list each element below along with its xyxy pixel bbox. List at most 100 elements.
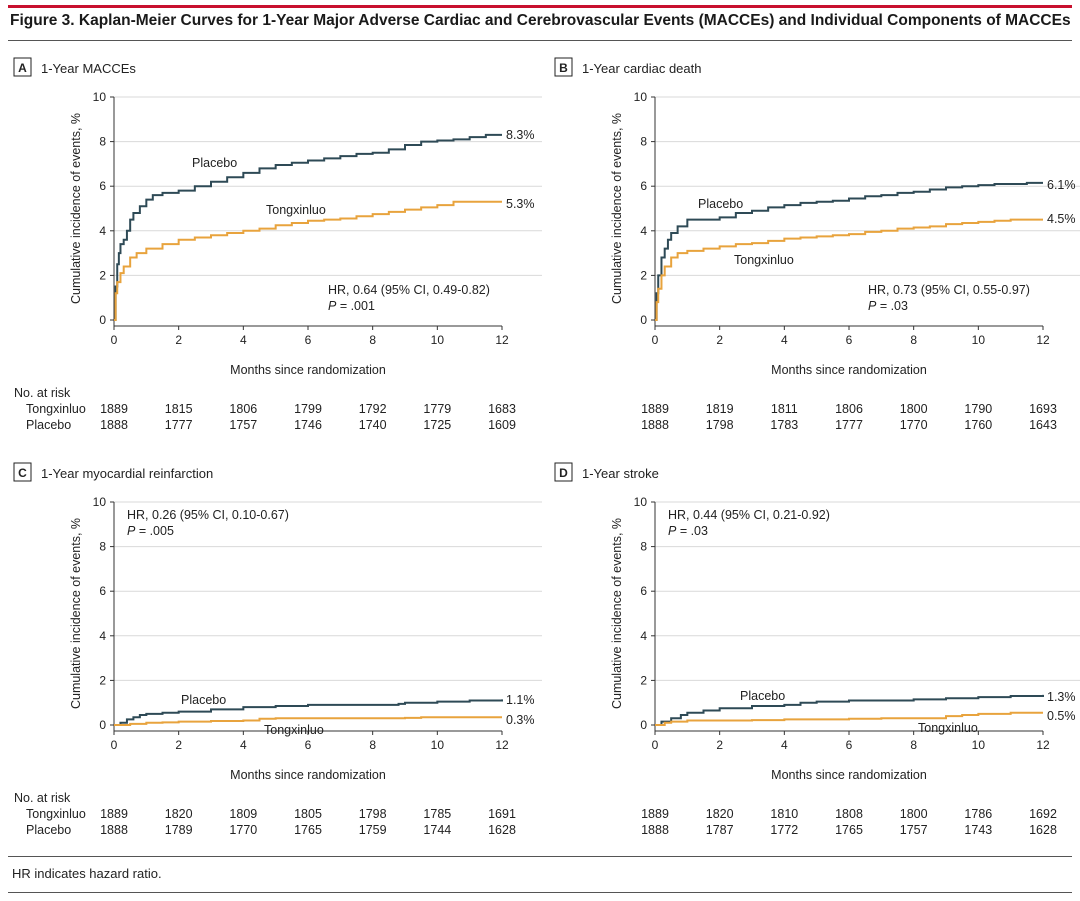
risk-value: 1770 bbox=[229, 823, 257, 837]
risk-value: 1757 bbox=[900, 823, 928, 837]
risk-value: 1760 bbox=[964, 418, 992, 432]
x-tick-label: 0 bbox=[652, 738, 659, 752]
risk-value: 1725 bbox=[423, 418, 451, 432]
x-tick-label: 12 bbox=[1036, 333, 1050, 347]
y-tick-label: 10 bbox=[93, 90, 107, 104]
footnote-rule-bottom bbox=[8, 892, 1072, 893]
risk-value: 1889 bbox=[641, 807, 669, 821]
x-tick-label: 6 bbox=[846, 738, 853, 752]
hr-annotation: HR, 0.26 (95% CI, 0.10-0.67) bbox=[127, 508, 289, 522]
risk-value: 1889 bbox=[641, 402, 669, 416]
p-value-annotation: P = .005 bbox=[127, 524, 174, 538]
x-tick-label: 2 bbox=[175, 333, 182, 347]
x-tick-label: 12 bbox=[495, 738, 509, 752]
risk-value: 1798 bbox=[706, 418, 734, 432]
curve-label-placebo: Placebo bbox=[192, 156, 237, 170]
y-tick-label: 2 bbox=[99, 268, 106, 282]
end-label-placebo: 1.1% bbox=[506, 693, 535, 707]
x-tick-label: 0 bbox=[652, 333, 659, 347]
curve-label-placebo: Placebo bbox=[698, 197, 743, 211]
series-line-placebo bbox=[655, 694, 1044, 726]
risk-value: 1888 bbox=[100, 823, 128, 837]
risk-value: 1693 bbox=[1029, 402, 1057, 416]
risk-value: 1777 bbox=[835, 418, 863, 432]
risk-value: 1815 bbox=[165, 402, 193, 416]
hr-annotation: HR, 0.73 (95% CI, 0.55-0.97) bbox=[868, 283, 1030, 297]
panel-title: 1-Year MACCEs bbox=[41, 61, 136, 76]
x-axis-label: Months since randomization bbox=[230, 768, 386, 782]
y-tick-label: 4 bbox=[99, 224, 106, 238]
x-tick-label: 10 bbox=[972, 738, 986, 752]
x-tick-label: 0 bbox=[111, 738, 118, 752]
title-rule bbox=[8, 40, 1072, 41]
risk-value: 1811 bbox=[771, 402, 798, 416]
risk-row-name: Placebo bbox=[26, 418, 71, 432]
panel-letter-box bbox=[554, 462, 573, 482]
x-tick-label: 2 bbox=[716, 738, 723, 752]
risk-value: 1805 bbox=[294, 807, 322, 821]
risk-value: 1744 bbox=[423, 823, 451, 837]
risk-value: 1746 bbox=[294, 418, 322, 432]
x-tick-label: 6 bbox=[305, 738, 312, 752]
end-label-tongxinluo: 0.3% bbox=[506, 713, 535, 727]
risk-value: 1790 bbox=[964, 402, 992, 416]
risk-value: 1809 bbox=[229, 807, 257, 821]
risk-value: 1779 bbox=[423, 402, 451, 416]
x-tick-label: 4 bbox=[240, 738, 247, 752]
x-axis-label: Months since randomization bbox=[771, 363, 927, 377]
x-tick-label: 10 bbox=[431, 738, 445, 752]
series-line-placebo bbox=[114, 133, 502, 321]
risk-value: 1609 bbox=[488, 418, 516, 432]
risk-value: 1888 bbox=[100, 418, 128, 432]
chart-panel-c: C 1-Year myocardial reinfarction 0 2 4 6 8 10 0 2… bbox=[13, 462, 542, 837]
x-tick-label: 2 bbox=[175, 738, 182, 752]
risk-value: 1765 bbox=[835, 823, 863, 837]
risk-value: 1806 bbox=[835, 402, 863, 416]
risk-value: 1770 bbox=[900, 418, 928, 432]
risk-value: 1792 bbox=[359, 402, 387, 416]
y-axis-label: Cumulative incidence of events, % bbox=[69, 113, 83, 304]
end-label-tongxinluo: 4.5% bbox=[1047, 212, 1076, 226]
y-tick-label: 8 bbox=[99, 540, 106, 554]
y-axis-label: Cumulative incidence of events, % bbox=[69, 518, 83, 709]
risk-value: 1759 bbox=[359, 823, 387, 837]
x-tick-label: 4 bbox=[240, 333, 247, 347]
curve-label-placebo: Placebo bbox=[740, 689, 785, 703]
risk-value: 1820 bbox=[165, 807, 193, 821]
y-tick-label: 0 bbox=[99, 718, 106, 732]
y-tick-label: 6 bbox=[99, 584, 106, 598]
end-label-tongxinluo: 5.3% bbox=[506, 197, 535, 211]
risk-value: 1819 bbox=[706, 402, 734, 416]
risk-value: 1800 bbox=[900, 807, 928, 821]
x-tick-label: 12 bbox=[1036, 738, 1050, 752]
series-line-placebo bbox=[114, 699, 503, 726]
y-tick-label: 6 bbox=[640, 584, 647, 598]
y-axis-label: Cumulative incidence of events, % bbox=[610, 518, 624, 709]
y-tick-label: 0 bbox=[99, 313, 106, 327]
x-tick-label: 4 bbox=[781, 333, 788, 347]
x-tick-label: 8 bbox=[910, 738, 917, 752]
risk-value: 1628 bbox=[488, 823, 516, 837]
risk-value: 1683 bbox=[488, 402, 516, 416]
risk-value: 1787 bbox=[706, 823, 734, 837]
accent-bar bbox=[8, 5, 1072, 8]
y-tick-label: 4 bbox=[640, 224, 647, 238]
risk-value: 1888 bbox=[641, 823, 669, 837]
curve-label-tongxinluo: Tongxinluo bbox=[918, 721, 978, 735]
risk-value: 1643 bbox=[1029, 418, 1057, 432]
y-tick-label: 10 bbox=[634, 90, 648, 104]
panel-title: 1-Year myocardial reinfarction bbox=[41, 466, 213, 481]
x-tick-label: 10 bbox=[972, 333, 986, 347]
risk-value: 1628 bbox=[1029, 823, 1057, 837]
y-tick-label: 4 bbox=[640, 629, 647, 643]
panel-title: 1-Year stroke bbox=[582, 466, 659, 481]
y-tick-label: 10 bbox=[93, 495, 107, 509]
y-tick-label: 0 bbox=[640, 718, 647, 732]
figure-title: Figure 3. Kaplan-Meier Curves for 1-Year… bbox=[10, 12, 1071, 29]
y-tick-label: 8 bbox=[640, 540, 647, 554]
risk-value: 1786 bbox=[964, 807, 992, 821]
